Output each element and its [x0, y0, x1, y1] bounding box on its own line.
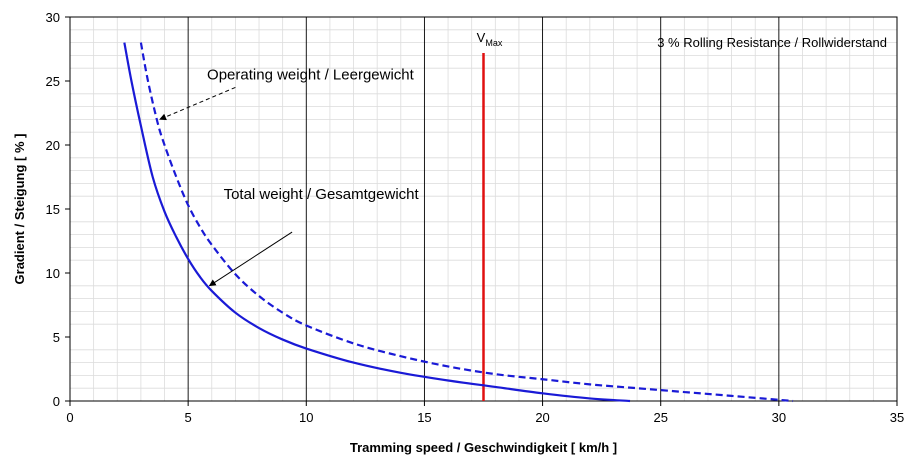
rolling-resistance-note: 3 % Rolling Resistance / Rollwiderstand — [657, 35, 887, 50]
series-operating-weight-line — [139, 42, 794, 403]
x-tick-label: 20 — [535, 410, 549, 425]
x-tick-label: 25 — [653, 410, 667, 425]
operating-weight-arrow — [159, 86, 236, 121]
y-axis-title: Gradient / Steigung [ % ] — [12, 134, 27, 285]
y-tick-label: 10 — [46, 266, 60, 281]
y-tick-label: 5 — [53, 330, 60, 345]
x-tick-label: 0 — [66, 410, 73, 425]
x-tick-label: 30 — [772, 410, 786, 425]
x-tick-label: 35 — [890, 410, 904, 425]
vmax-label: VMax — [477, 30, 503, 48]
y-tick-label: 25 — [46, 74, 60, 89]
vmax-label-sub: Max — [485, 38, 503, 48]
y-tick-label: 20 — [46, 138, 60, 153]
x-axis-ticks: 0 5 10 15 20 25 30 35 — [66, 401, 904, 425]
vmax-label-main: V — [477, 30, 486, 45]
major-grid — [187, 17, 780, 401]
total-weight-arrow — [208, 231, 293, 287]
x-tick-label: 10 — [299, 410, 313, 425]
total-weight-annotation: Total weight / Gesamtgewicht — [224, 186, 420, 203]
x-axis-title: Tramming speed / Geschwindigkeit [ km/h … — [350, 440, 617, 455]
operating-weight-annotation: Operating weight / Leergewicht — [207, 67, 415, 84]
minor-grid — [70, 17, 897, 401]
x-tick-label: 15 — [417, 410, 431, 425]
y-axis-ticks: 0 5 10 15 20 25 30 — [46, 10, 70, 409]
y-tick-label: 30 — [46, 10, 60, 25]
x-tick-label: 5 — [185, 410, 192, 425]
series-total-weight-line — [123, 42, 631, 403]
y-tick-label: 15 — [46, 202, 60, 217]
y-tick-label: 0 — [53, 394, 60, 409]
